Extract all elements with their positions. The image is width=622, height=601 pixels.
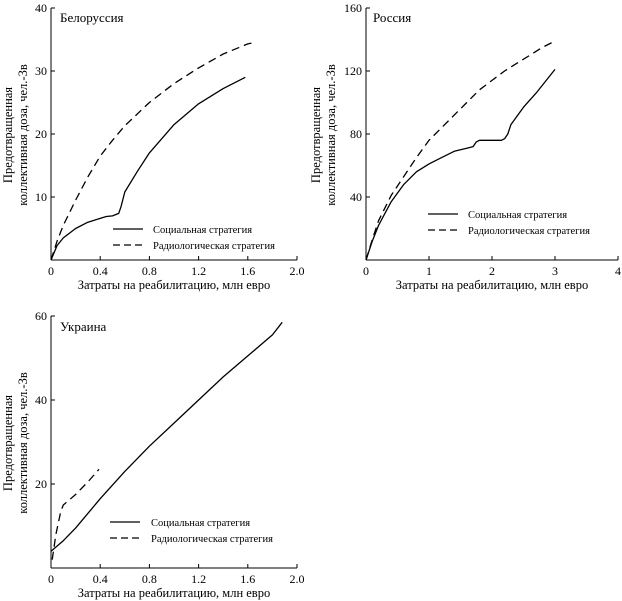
ukraine-series-social-line <box>50 321 283 552</box>
belarus-y-tick-label: 20 <box>35 127 47 141</box>
russia-x-tick-label: 0 <box>363 264 369 278</box>
ukraine-x-tick-label: 0.4 <box>93 572 108 586</box>
ukraine-x-tick-label: 1.6 <box>240 572 255 586</box>
russia-y-tick-label: 40 <box>350 190 362 204</box>
ukraine-x-tick-label: 0 <box>48 572 54 586</box>
belarus-x-tick-label: 1.6 <box>240 264 255 278</box>
panel-belarus: 0 0.4 0.8 1.2 1.6 2.0 10 20 30 40 Белоруссия Затр… <box>1 1 305 292</box>
ukraine-legend-social: Социальная стратегия <box>151 518 250 529</box>
belarus-x-tick-label: 0.8 <box>142 264 157 278</box>
ukraine-y-tick-label: 20 <box>35 477 47 491</box>
russia-x-tick-label: 3 <box>552 264 558 278</box>
ukraine-y-tick-label: 60 <box>35 309 47 323</box>
russia-x-tick-label: 1 <box>426 264 432 278</box>
belarus-series-radiological-line <box>50 41 255 261</box>
russia-title: Россия <box>373 10 411 25</box>
belarus-x-axis-label: Затраты на реабилитацию, млн евро <box>78 278 270 292</box>
panel-ukraine: 0 0.4 0.8 1.2 1.6 2.0 20 40 60 Украина Затраты н… <box>1 309 305 600</box>
belarus-x-tick-label: 0.4 <box>93 264 108 278</box>
russia-legend-radiological: Радиологическая стратегия <box>468 226 590 237</box>
belarus-y-axis-label-line2: коллективная доза, чел.-Зв <box>16 64 30 206</box>
ukraine-series-radiological-line <box>51 468 100 560</box>
belarus-title: Белоруссия <box>60 10 124 25</box>
russia-x-tick-label: 2 <box>489 264 495 278</box>
russia-y-axis-label-line2: коллективная доза, чел.-Зв <box>324 64 338 206</box>
russia-x-axis-label: Затраты на реабилитацию, млн евро <box>396 278 588 292</box>
ukraine-legend-radiological: Радиологическая стратегия <box>151 534 273 545</box>
belarus-y-tick-label: 40 <box>35 1 47 15</box>
belarus-y-axis-label-line1: Предотвращенная <box>1 87 15 183</box>
ukraine-y-axis-label-line2: коллективная доза, чел.-Зв <box>16 372 30 514</box>
belarus-y-tick-label: 30 <box>35 64 47 78</box>
belarus-x-tick-label: 0 <box>48 264 54 278</box>
ukraine-y-tick-label: 40 <box>35 393 47 407</box>
russia-series-social-line <box>365 68 556 261</box>
belarus-y-tick-label: 10 <box>35 190 47 204</box>
russia-y-axis-label-line1: Предотвращенная <box>309 87 323 183</box>
belarus-legend-radiological: Радиологическая стратегия <box>153 241 275 252</box>
ukraine-legend: Социальная стратегия Радиологическая стр… <box>110 518 273 545</box>
ukraine-x-tick-label: 2.0 <box>290 572 305 586</box>
belarus-series-social-line <box>50 76 246 261</box>
russia-x-tick-label: 4 <box>615 264 621 278</box>
ukraine-title: Украина <box>60 319 107 334</box>
ukraine-x-tick-label: 0.8 <box>142 572 157 586</box>
russia-legend: Социальная стратегия Радиологическая стр… <box>428 210 590 237</box>
belarus-x-tick-label: 2.0 <box>290 264 305 278</box>
russia-y-tick-label: 160 <box>344 1 362 15</box>
russia-plot-area: 0 1 2 3 4 40 80 120 160 <box>344 1 621 278</box>
ukraine-plot-area: 0 0.4 0.8 1.2 1.6 2.0 20 40 60 <box>35 309 305 586</box>
belarus-plot-area: 0 0.4 0.8 1.2 1.6 2.0 10 20 30 40 <box>35 1 305 278</box>
panel-russia: 0 1 2 3 4 40 80 120 160 Россия Затраты на реабил… <box>309 1 621 292</box>
belarus-x-tick-label: 1.2 <box>191 264 206 278</box>
belarus-legend: Социальная стратегия Радиологическая стр… <box>113 225 275 252</box>
russia-series-radiological-line <box>365 42 553 261</box>
ukraine-y-axis-label-line1: Предотвращенная <box>1 395 15 491</box>
russia-legend-social: Социальная стратегия <box>468 210 567 221</box>
russia-y-tick-label: 80 <box>350 127 362 141</box>
ukraine-x-axis-label: Затраты на реабилитацию, млн евро <box>78 586 270 600</box>
russia-y-tick-label: 120 <box>344 64 362 78</box>
ukraine-x-tick-label: 1.2 <box>191 572 206 586</box>
belarus-legend-social: Социальная стратегия <box>153 225 252 236</box>
